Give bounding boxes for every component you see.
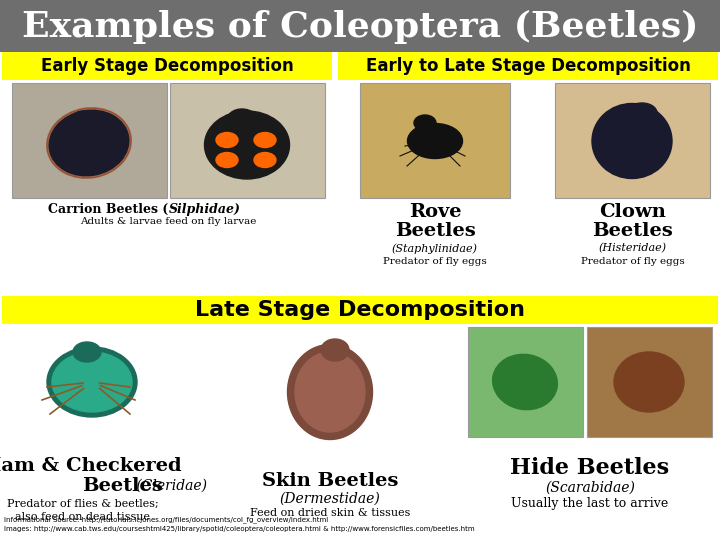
Text: (Cleridae): (Cleridae) bbox=[132, 479, 207, 493]
FancyBboxPatch shape bbox=[555, 83, 710, 198]
Text: Silphidae): Silphidae) bbox=[168, 203, 240, 216]
Ellipse shape bbox=[408, 124, 462, 159]
FancyBboxPatch shape bbox=[12, 83, 167, 198]
Ellipse shape bbox=[49, 110, 129, 176]
FancyBboxPatch shape bbox=[0, 0, 720, 52]
FancyBboxPatch shape bbox=[170, 83, 325, 198]
Text: (Staphylinidae): (Staphylinidae) bbox=[392, 243, 478, 254]
FancyBboxPatch shape bbox=[587, 327, 712, 437]
Text: Examples of Coleoptera (Beetles): Examples of Coleoptera (Beetles) bbox=[22, 10, 698, 44]
Text: (Histeridae): (Histeridae) bbox=[598, 243, 667, 253]
Text: Late Stage Decomposition: Late Stage Decomposition bbox=[195, 300, 525, 320]
Ellipse shape bbox=[47, 347, 137, 417]
Text: Skin Beetles: Skin Beetles bbox=[262, 472, 398, 490]
Text: Beetles: Beetles bbox=[83, 477, 163, 495]
Ellipse shape bbox=[52, 352, 132, 412]
Text: (Scarabidae): (Scarabidae) bbox=[545, 481, 635, 495]
FancyBboxPatch shape bbox=[338, 52, 718, 80]
Ellipse shape bbox=[47, 108, 131, 178]
Ellipse shape bbox=[614, 352, 684, 412]
Ellipse shape bbox=[287, 345, 372, 440]
Ellipse shape bbox=[321, 339, 349, 361]
Ellipse shape bbox=[627, 103, 657, 123]
Text: Predator of flies & beetles;
also feed on dead tissue: Predator of flies & beetles; also feed o… bbox=[6, 499, 158, 522]
Text: Usually the last to arrive: Usually the last to arrive bbox=[511, 497, 669, 510]
Text: Predator of fly eggs: Predator of fly eggs bbox=[580, 257, 685, 266]
Text: Clown
Beetles: Clown Beetles bbox=[592, 203, 673, 240]
Ellipse shape bbox=[254, 152, 276, 167]
Text: Rove
Beetles: Rove Beetles bbox=[395, 203, 475, 240]
Ellipse shape bbox=[216, 152, 238, 167]
Text: Carrion Beetles (: Carrion Beetles ( bbox=[48, 203, 168, 216]
Text: Early to Late Stage Decomposition: Early to Late Stage Decomposition bbox=[366, 57, 690, 75]
Text: (Dermestidae): (Dermestidae) bbox=[279, 492, 380, 506]
Text: Early Stage Decomposition: Early Stage Decomposition bbox=[40, 57, 293, 75]
Ellipse shape bbox=[216, 132, 238, 147]
FancyBboxPatch shape bbox=[2, 296, 718, 324]
Ellipse shape bbox=[414, 115, 436, 131]
Ellipse shape bbox=[492, 354, 557, 410]
Text: Ham & Checkered: Ham & Checkered bbox=[0, 457, 182, 475]
Text: Images: http://www.cab.tws.edu/courseshtml425/library/spotid/coleoptera/coleopte: Images: http://www.cab.tws.edu/coursesht… bbox=[4, 526, 474, 532]
Text: Adults & larvae feed on fly larvae: Adults & larvae feed on fly larvae bbox=[81, 217, 257, 226]
Ellipse shape bbox=[592, 104, 672, 179]
Text: Feed on dried skin & tissues: Feed on dried skin & tissues bbox=[250, 508, 410, 518]
Ellipse shape bbox=[227, 109, 257, 131]
Ellipse shape bbox=[254, 132, 276, 147]
Text: Predator of fly eggs: Predator of fly eggs bbox=[383, 257, 487, 266]
Ellipse shape bbox=[73, 342, 101, 362]
FancyBboxPatch shape bbox=[2, 52, 332, 80]
Text: Hide Beetles: Hide Beetles bbox=[510, 457, 670, 479]
Ellipse shape bbox=[295, 352, 365, 432]
FancyBboxPatch shape bbox=[468, 327, 583, 437]
Text: Informational Source: http://tutorials.icjones.org/files/documents/col_fg_overvi: Informational Source: http://tutorials.i… bbox=[4, 516, 328, 523]
Ellipse shape bbox=[204, 111, 289, 179]
FancyBboxPatch shape bbox=[360, 83, 510, 198]
Ellipse shape bbox=[70, 111, 98, 131]
